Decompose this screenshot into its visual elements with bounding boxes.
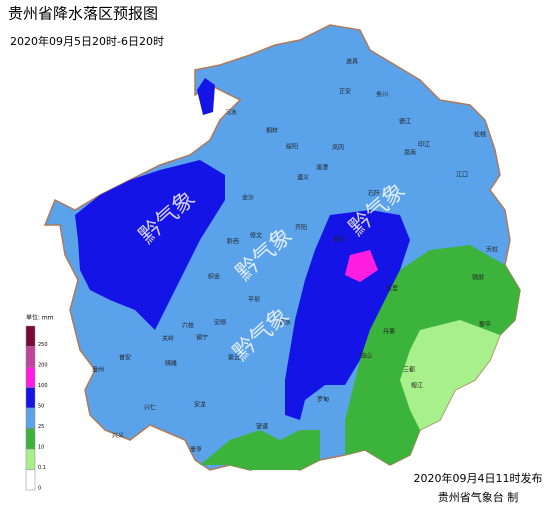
- legend-label: 50: [38, 404, 44, 410]
- legend-swatch: [25, 469, 36, 491]
- place-label: 榕江: [411, 382, 423, 390]
- place-label: 三都: [403, 366, 415, 374]
- place-label: 黎平: [479, 321, 491, 329]
- place-label: 织金: [208, 273, 220, 281]
- place-label: 普安: [119, 354, 131, 362]
- place-label: 兴义: [112, 432, 124, 440]
- legend-label: 0: [38, 486, 41, 492]
- legend-swatch: [25, 428, 36, 450]
- subtitle: 2020年09月5日20时-6日20时: [10, 34, 164, 48]
- legend-label: 250: [38, 342, 48, 348]
- rain-zone: [75, 160, 225, 330]
- place-label: 凯里: [386, 285, 398, 293]
- place-label: 天柱: [486, 246, 498, 254]
- place-label: 务川: [376, 91, 388, 99]
- place-label: 遵义: [297, 174, 309, 182]
- place-label: 独山: [360, 352, 372, 360]
- legend-unit: 单位: mm: [26, 314, 54, 322]
- rain-zone: [200, 430, 320, 470]
- place-label: 锦屏: [472, 274, 484, 282]
- place-label: 修文: [250, 232, 262, 240]
- place-label: 湄潭: [316, 164, 328, 172]
- place-label: 印江: [418, 142, 430, 149]
- place-label: 平坝: [248, 296, 260, 304]
- place-label: 德江: [399, 118, 411, 126]
- place-label: 册亨: [190, 446, 202, 454]
- legend-swatch: [25, 448, 36, 470]
- place-label: 安顺: [214, 319, 226, 327]
- place-label: 开阳: [295, 224, 307, 232]
- legend-label: 200: [38, 363, 48, 369]
- issued: 2020年09月4日11时发布: [414, 471, 543, 485]
- place-label: 六枝: [182, 322, 194, 330]
- place-label: 道真: [346, 58, 358, 66]
- legend-swatch: [25, 387, 36, 409]
- place-label: 兴仁: [144, 404, 156, 412]
- title: 贵州省降水落区预报图: [8, 5, 158, 23]
- place-label: 安龙: [194, 401, 206, 409]
- place-label: 惠水: [279, 319, 291, 327]
- place-label: 绥阳: [286, 143, 298, 151]
- rain-zone: [345, 250, 378, 282]
- place-label: 金沙: [242, 194, 254, 202]
- place-label: 盘州: [92, 366, 104, 374]
- legend-swatch: [25, 325, 36, 347]
- place-label: 晴隆: [165, 360, 177, 368]
- place-label: 黔西: [227, 238, 239, 246]
- place-label: 松桃: [474, 131, 486, 139]
- place-label: 正安: [339, 88, 351, 96]
- legend-label: 25: [38, 424, 44, 430]
- place-label: 桐梓: [266, 127, 278, 135]
- legend-label: 100: [38, 383, 48, 389]
- rain-zone: [400, 320, 500, 430]
- place-label: 镇宁: [196, 334, 208, 342]
- place-label: 习水: [225, 109, 237, 117]
- agency: 贵州省气象台 制: [438, 490, 519, 504]
- place-label: 望谟: [256, 423, 268, 431]
- legend-label: 0.1: [38, 465, 46, 471]
- place-label: 思南: [404, 149, 416, 157]
- place-label: 关岭: [162, 335, 174, 343]
- place-label: 罗甸: [317, 396, 329, 404]
- place-label: 江口: [456, 172, 468, 179]
- rain-zone: [285, 210, 410, 420]
- place-label: 紫云: [228, 354, 240, 362]
- place-label: 丹寨: [383, 328, 395, 336]
- place-label: 石阡: [368, 190, 380, 198]
- legend-label: 10: [38, 445, 44, 451]
- rain-zone: [197, 78, 215, 115]
- legend-swatch: [25, 366, 36, 388]
- legend-swatch: [25, 407, 36, 429]
- place-label: 瓮安: [333, 236, 345, 244]
- place-label: 凤冈: [332, 145, 344, 152]
- legend-swatch: [25, 346, 36, 368]
